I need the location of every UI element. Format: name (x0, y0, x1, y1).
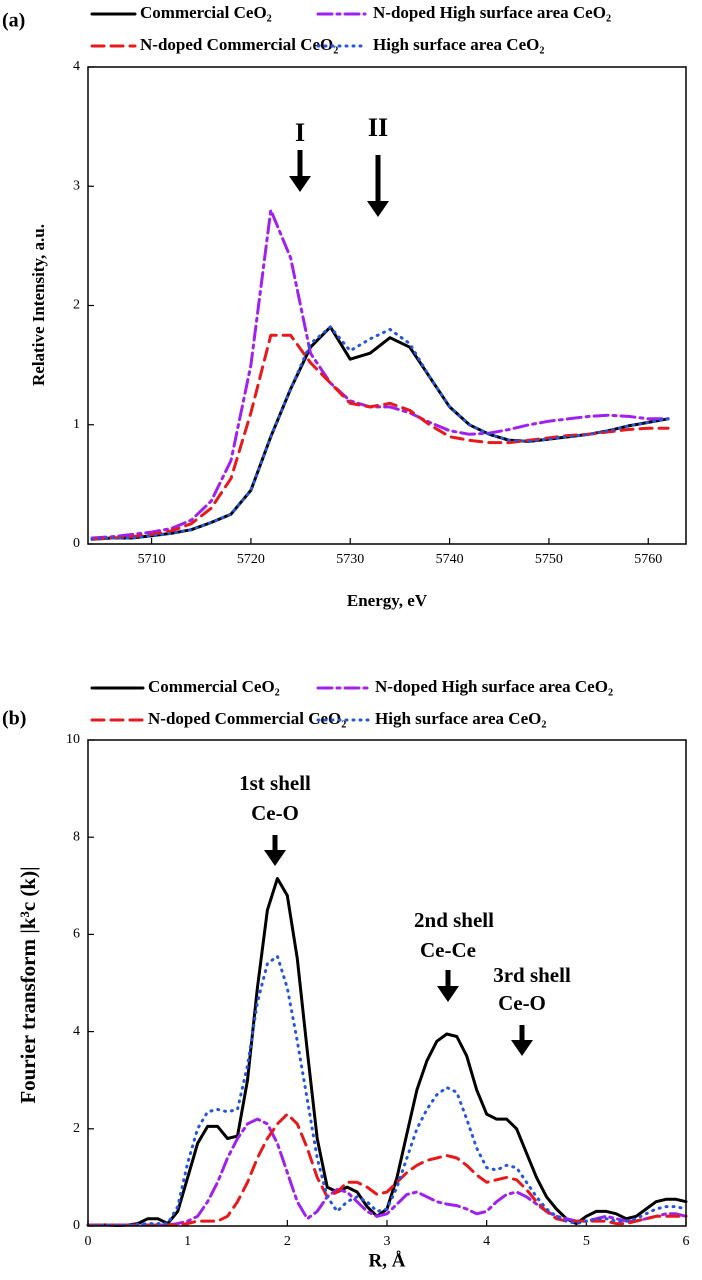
x-axis-label: Energy, eV (347, 591, 428, 610)
x-tick-label: 2 (284, 1234, 291, 1249)
annotation-arrowhead (367, 201, 389, 217)
annotation-arrowhead (511, 1040, 533, 1056)
y-axis-label: Relative Intensity, a.u. (29, 224, 48, 386)
annotation: 3rd shell (493, 963, 571, 987)
plot-frame (87, 66, 687, 545)
annotation: Ce-O (498, 991, 546, 1015)
legend-label: High surface area CeO₂ (373, 35, 544, 54)
line-series (90, 333, 670, 541)
line-series (86, 877, 688, 1227)
line-series (86, 954, 688, 1227)
annotation: Ce-Ce (420, 938, 476, 962)
x-tick-label: 0 (85, 1234, 92, 1249)
y-tick-label: 2 (73, 1121, 80, 1136)
y-axis-label: Fourier transform |k³c (k)| (16, 866, 40, 1103)
legend-label: N-doped High surface area CeO₂ (373, 3, 611, 22)
y-tick-label: 0 (73, 1218, 80, 1233)
annotation: 2nd shell (414, 908, 494, 932)
x-tick-label: 4 (483, 1234, 490, 1249)
annotation: Ce-O (251, 801, 299, 825)
y-tick-label: 4 (73, 1024, 80, 1039)
x-tick-label: 5730 (336, 552, 364, 567)
y-tick-label: 0 (73, 536, 80, 551)
annotation: II (368, 113, 388, 142)
line-series (90, 325, 670, 541)
annotation: I (295, 118, 305, 147)
plot-frame (87, 739, 687, 1227)
y-tick-label: 2 (73, 298, 80, 313)
annotation-arrowhead (437, 986, 459, 1002)
y-tick-label: 3 (73, 178, 80, 193)
y-tick-label: 4 (73, 59, 80, 74)
y-tick-label: 6 (73, 927, 80, 942)
x-tick-label: 5740 (436, 552, 464, 567)
line-series (90, 208, 670, 540)
y-tick-label: 8 (73, 829, 80, 844)
panel-label: (b) (2, 708, 26, 730)
y-tick-label: 10 (66, 732, 80, 747)
annotation-arrowhead (289, 176, 311, 192)
line-series (90, 325, 670, 541)
y-tick-label: 1 (73, 417, 80, 432)
x-tick-label: 5760 (634, 552, 662, 567)
legend-label: Commercial CeO₂ (140, 3, 272, 22)
legend-label: High surface area CeO₂ (375, 709, 546, 728)
annotation-arrowhead (264, 850, 286, 866)
x-tick-label: 6 (683, 1234, 690, 1249)
panel-label: (a) (2, 10, 25, 32)
x-tick-label: 5710 (138, 552, 166, 567)
x-tick-label: 1 (184, 1234, 191, 1249)
x-tick-label: 5750 (535, 552, 563, 567)
x-tick-label: 5 (583, 1234, 590, 1249)
legend-label: N-doped Commercial CeO₂ (148, 709, 346, 728)
annotation: 1st shell (239, 771, 311, 795)
legend-label: Commercial CeO₂ (148, 677, 280, 696)
x-tick-label: 3 (384, 1234, 391, 1249)
legend-label: N-doped High surface area CeO₂ (375, 677, 613, 696)
x-tick-label: 5720 (237, 552, 265, 567)
legend-label: N-doped Commercial CeO₂ (140, 35, 338, 54)
x-axis-label: R, Å (369, 1250, 406, 1271)
